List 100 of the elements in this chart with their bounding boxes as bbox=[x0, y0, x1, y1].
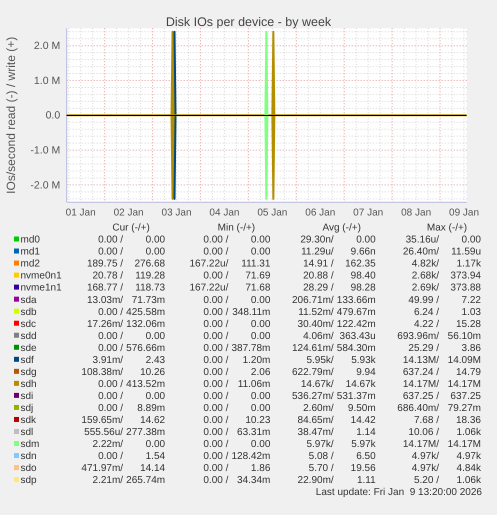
text: 0.00 / bbox=[203, 439, 229, 450]
text: 4.84k bbox=[456, 463, 482, 474]
text: 3.86 bbox=[462, 342, 482, 354]
text: 11.59u bbox=[451, 246, 481, 258]
text: 693.96m/ bbox=[397, 330, 440, 342]
text: 0.00 / bbox=[203, 451, 229, 462]
text: 4.97k bbox=[456, 451, 482, 462]
text: 189.75 / bbox=[86, 258, 124, 270]
y-tick-label: -1.0 M bbox=[30, 144, 60, 156]
text: 10.26 bbox=[140, 366, 166, 378]
text: 0.00 / bbox=[98, 378, 124, 390]
text: 471.97m/ bbox=[81, 463, 124, 474]
text: 1.54 bbox=[146, 451, 166, 462]
x-tick-label: 08 Jan bbox=[401, 207, 432, 218]
text: 14.67k/ bbox=[300, 378, 334, 390]
text: 637.25 / bbox=[402, 390, 440, 402]
text: 1.03 bbox=[462, 306, 482, 318]
text: 0.00 / bbox=[98, 330, 124, 342]
text: 0.00 / bbox=[203, 390, 229, 402]
text: 119.28 bbox=[135, 270, 166, 282]
legend-label: sdk bbox=[20, 415, 38, 426]
text: 637.25 bbox=[450, 390, 482, 402]
text: 10.23 bbox=[245, 415, 271, 426]
text: 2.69k/ bbox=[412, 282, 440, 294]
text: 6.50 bbox=[356, 451, 376, 462]
legend-label: sdj bbox=[20, 403, 34, 414]
text: 118.73 bbox=[135, 282, 166, 294]
text: 11.29u/ bbox=[301, 246, 334, 258]
text: 686.40m/ bbox=[397, 403, 440, 414]
text: 0.00 / bbox=[203, 427, 229, 438]
text: 133.66m bbox=[336, 294, 376, 306]
legend-label: sdd bbox=[20, 330, 37, 342]
text: 0.00 / bbox=[98, 342, 124, 354]
text: 7.22 bbox=[462, 294, 482, 306]
text: 4.82k/ bbox=[412, 258, 440, 270]
text: 479.67m bbox=[336, 306, 376, 318]
text: 0.00 bbox=[250, 439, 271, 450]
text: 0.00 bbox=[356, 234, 376, 246]
text: 0.00 / bbox=[203, 270, 229, 282]
legend-label: sdm bbox=[20, 439, 40, 450]
text: 5.20 / bbox=[414, 475, 440, 486]
text: 8.89m bbox=[137, 403, 166, 414]
text: 38.47m/ bbox=[298, 427, 334, 438]
text: 14.42 bbox=[350, 415, 376, 426]
text: 49.99 / bbox=[408, 294, 440, 306]
text: 0.00 / bbox=[98, 451, 124, 462]
text: 79.27m bbox=[448, 403, 481, 414]
text: 4.06m/ bbox=[303, 330, 334, 342]
text: 0.00 / bbox=[203, 403, 229, 414]
text: 167.22u/ bbox=[189, 258, 229, 270]
legend-label: sdf bbox=[20, 354, 34, 366]
text: 0.00 / bbox=[98, 234, 124, 246]
y-tick-label: 0.0 bbox=[46, 110, 60, 122]
text: 637.24 / bbox=[402, 366, 440, 378]
text: 9.94 bbox=[356, 366, 376, 378]
text: 536.27m/ bbox=[292, 390, 334, 402]
legend-label: sda bbox=[20, 294, 38, 306]
x-tick-label: 05 Jan bbox=[257, 207, 288, 218]
text: 0.00 bbox=[250, 318, 271, 330]
text: 276.68 bbox=[134, 258, 166, 270]
text: 387.78m bbox=[231, 342, 270, 354]
text: 29.30n/ bbox=[300, 234, 334, 246]
text: 0.00 / bbox=[203, 342, 229, 354]
text: 0.00 bbox=[146, 246, 166, 258]
legend-label: sdn bbox=[20, 451, 37, 462]
text: 1.06k bbox=[456, 475, 482, 486]
legend-label: md0 bbox=[20, 234, 40, 246]
text: 13.03m/ bbox=[86, 294, 124, 306]
text: 5.95k/ bbox=[306, 354, 334, 366]
y-tick-label: 1.0 M bbox=[34, 74, 60, 87]
x-tick-label: 01 Jan bbox=[66, 207, 96, 218]
text: 0.00 / bbox=[203, 246, 229, 258]
text: 14.14 bbox=[140, 463, 166, 474]
text: 0.00 / bbox=[203, 294, 229, 306]
chart-title: Disk IOs per device - by week bbox=[166, 15, 332, 29]
text: 0.00 / bbox=[203, 318, 229, 330]
text: 2.68k/ bbox=[412, 270, 440, 282]
text: 413.52m bbox=[126, 378, 166, 390]
x-tick-label: 06 Jan bbox=[305, 207, 336, 218]
text: 14.17M bbox=[448, 439, 481, 450]
y-axis-title: IOs/second read (-) / write (+) bbox=[4, 36, 18, 194]
y-tick-label: -2.0 M bbox=[30, 179, 60, 192]
legend-label: sdo bbox=[20, 463, 38, 474]
text: 1.06k bbox=[456, 427, 482, 438]
text: 26.40m/ bbox=[402, 246, 440, 258]
text: Max (-/+) bbox=[426, 222, 468, 234]
legend-label: sdp bbox=[20, 475, 38, 486]
text: Avg (-/+) bbox=[322, 222, 361, 234]
text: 0.00 / bbox=[203, 415, 229, 426]
y-tick-label: 2.0 M bbox=[34, 40, 60, 52]
text: 56.10m bbox=[448, 330, 481, 342]
text: 363.43u bbox=[340, 330, 376, 342]
text: 0.00 bbox=[146, 390, 166, 402]
text: 84.65m/ bbox=[298, 415, 334, 426]
text: 10.06 / bbox=[408, 427, 440, 438]
text: 425.58m bbox=[126, 306, 166, 318]
legend-label: nvme1n1 bbox=[20, 282, 62, 294]
text: 20.78 / bbox=[92, 270, 124, 282]
text: 0.00 bbox=[146, 330, 166, 342]
text: 167.22u/ bbox=[189, 282, 229, 294]
